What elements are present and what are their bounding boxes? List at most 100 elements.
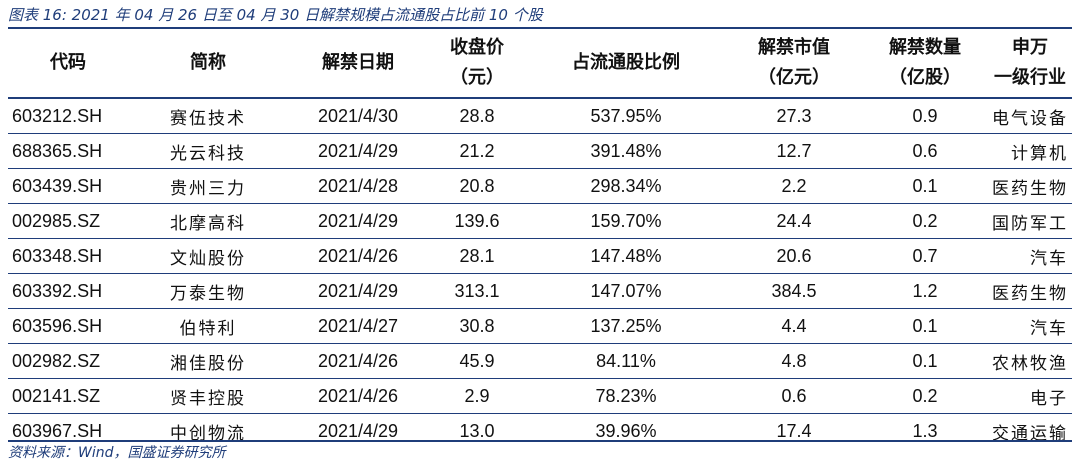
cell-unlock-shares: 0.7 — [862, 238, 988, 274]
table-row: 603439.SH 贵州三力 2021/4/28 20.8 298.34% 2.2 0.1 医… — [8, 168, 1072, 204]
cell-code: 603439.SH — [8, 168, 128, 204]
cell-code: 603212.SH — [8, 99, 128, 134]
cell-unlock-date: 2021/4/29 — [288, 133, 428, 169]
cell-code: 603967.SH — [12, 420, 103, 441]
cell-code: 002985.SZ — [8, 203, 128, 239]
cell-unlock-shares: 0.2 — [862, 378, 988, 414]
cell-close-price: 13.0 — [459, 420, 495, 441]
cell-unlock-date: 2021/4/26 — [288, 378, 428, 414]
cell-code: 603392.SH — [8, 273, 128, 309]
cell-industry: 医药生物 — [988, 168, 1072, 204]
cell-unlock-value: 4.4 — [726, 308, 862, 344]
table-row: 603596.SH 伯特利 2021/4/27 30.8 137.25% 4.4 0.1 汽车 — [8, 308, 1072, 344]
header-float-ratio: 占流通股比例 — [572, 52, 680, 73]
table-row: 002982.SZ 湘佳股份 2021/4/26 45.9 84.11% 4.8 0.1 农林… — [8, 343, 1072, 379]
table-row: 603967.SH 中创物流 2021/4/29 13.0 39.96% 17.4 1.3 交… — [8, 414, 1072, 449]
cell-unlock-value: 384.5 — [726, 273, 862, 309]
cell-unlock-value: 24.4 — [726, 203, 862, 239]
cell-close-price: 20.8 — [428, 168, 526, 204]
cell-name: 贵州三力 — [128, 168, 288, 204]
cell-name: 伯特利 — [128, 308, 288, 344]
cell-unlock-shares: 0.9 — [862, 99, 988, 134]
cell-close-price: 313.1 — [428, 273, 526, 309]
cell-unlock-shares: 0.1 — [862, 308, 988, 344]
cell-industry: 国防军工 — [988, 203, 1072, 239]
cell-industry: 电子 — [988, 378, 1072, 414]
cell-float-ratio: 78.23% — [526, 378, 726, 414]
header-unlock-value: 解禁市值 （亿元） — [758, 37, 830, 88]
cell-close-price: 45.9 — [428, 343, 526, 379]
cell-unlock-shares: 1.3 — [912, 420, 938, 441]
header-unlock-shares: 解禁数量 （亿股） — [889, 37, 961, 88]
cell-float-ratio: 391.48% — [526, 133, 726, 169]
top-rule — [8, 27, 1072, 29]
cell-industry: 汽车 — [988, 238, 1072, 274]
cell-industry: 农林牧渔 — [988, 343, 1072, 379]
cell-float-ratio: 147.07% — [526, 273, 726, 309]
cell-float-ratio: 84.11% — [526, 343, 726, 379]
cell-unlock-date: 2021/4/26 — [288, 238, 428, 274]
cell-unlock-value: 27.3 — [726, 99, 862, 134]
table-caption: 图表 16: 2021 年 04 月 26 日至 04 月 30 日解禁规模占流… — [8, 6, 543, 24]
cell-unlock-value: 20.6 — [726, 238, 862, 274]
cell-close-price: 28.1 — [428, 238, 526, 274]
cell-unlock-value: 2.2 — [726, 168, 862, 204]
cell-float-ratio: 298.34% — [526, 168, 726, 204]
cell-code: 603348.SH — [8, 238, 128, 274]
cell-unlock-date: 2021/4/30 — [288, 99, 428, 134]
source-note: 资料来源：Wind，国盛证券研究所 — [8, 445, 226, 461]
cell-code: 688365.SH — [8, 133, 128, 169]
cell-name: 光云科技 — [128, 133, 288, 169]
cell-unlock-shares: 0.6 — [862, 133, 988, 169]
cell-unlock-value: 0.6 — [726, 378, 862, 414]
cell-unlock-date: 2021/4/29 — [317, 420, 399, 441]
header-industry: 申万 一级行业 — [994, 37, 1066, 88]
cell-code: 603596.SH — [8, 308, 128, 344]
cell-close-price: 30.8 — [428, 308, 526, 344]
cell-code: 002982.SZ — [8, 343, 128, 379]
cell-name: 北摩高科 — [128, 203, 288, 239]
cell-unlock-value: 17.4 — [776, 420, 812, 441]
cell-industry: 电气设备 — [988, 99, 1072, 134]
cell-close-price: 28.8 — [428, 99, 526, 134]
cell-float-ratio: 159.70% — [526, 203, 726, 239]
table-row: 688365.SH 光云科技 2021/4/29 21.2 391.48% 12.7 0.6… — [8, 133, 1072, 169]
table-row: 002985.SZ 北摩高科 2021/4/29 139.6 159.70% 24.4 0.… — [8, 203, 1072, 239]
cell-unlock-shares: 0.1 — [862, 168, 988, 204]
header-close-price: 收盘价 （元） — [450, 37, 504, 88]
cell-industry: 交通运输 — [992, 423, 1068, 444]
table-row: 603392.SH 万泰生物 2021/4/29 313.1 147.07% 384.5 1… — [8, 273, 1072, 309]
cell-close-price: 2.9 — [428, 378, 526, 414]
cell-unlock-shares: 1.2 — [862, 273, 988, 309]
bottom-rule — [8, 440, 1072, 442]
cell-unlock-date: 2021/4/26 — [288, 343, 428, 379]
cell-close-price: 21.2 — [428, 133, 526, 169]
header-code: 代码 — [50, 52, 86, 73]
header-name: 简称 — [190, 52, 226, 73]
cell-unlock-date: 2021/4/29 — [288, 203, 428, 239]
cell-unlock-date: 2021/4/27 — [288, 308, 428, 344]
cell-name: 湘佳股份 — [128, 343, 288, 379]
cell-unlock-shares: 0.1 — [862, 343, 988, 379]
table-body: 603212.SH 赛伍技术 2021/4/30 28.8 537.95% 27.3 0.9… — [8, 99, 1072, 448]
cell-name: 文灿股份 — [128, 238, 288, 274]
table-row: 002141.SZ 贤丰控股 2021/4/26 2.9 78.23% 0.6 0.2 电子 — [8, 378, 1072, 414]
cell-float-ratio: 147.48% — [526, 238, 726, 274]
header-rule — [8, 97, 1072, 99]
table-row: 603348.SH 文灿股份 2021/4/26 28.1 147.48% 20.6 0.7… — [8, 238, 1072, 274]
cell-name: 中创物流 — [170, 423, 246, 444]
cell-industry: 汽车 — [988, 308, 1072, 344]
cell-float-ratio: 537.95% — [526, 99, 726, 134]
table-row: 603212.SH 赛伍技术 2021/4/30 28.8 537.95% 27.3 0.9… — [8, 99, 1072, 134]
cell-name: 赛伍技术 — [128, 99, 288, 134]
cell-float-ratio: 39.96% — [595, 420, 657, 441]
cell-industry: 医药生物 — [988, 273, 1072, 309]
cell-unlock-value: 4.8 — [726, 343, 862, 379]
cell-name: 贤丰控股 — [128, 378, 288, 414]
header-unlock-date: 解禁日期 — [322, 52, 394, 73]
cell-industry: 计算机 — [988, 133, 1072, 169]
cell-close-price: 139.6 — [428, 203, 526, 239]
cell-unlock-date: 2021/4/29 — [288, 273, 428, 309]
cell-unlock-value: 12.7 — [726, 133, 862, 169]
cell-float-ratio: 137.25% — [526, 308, 726, 344]
